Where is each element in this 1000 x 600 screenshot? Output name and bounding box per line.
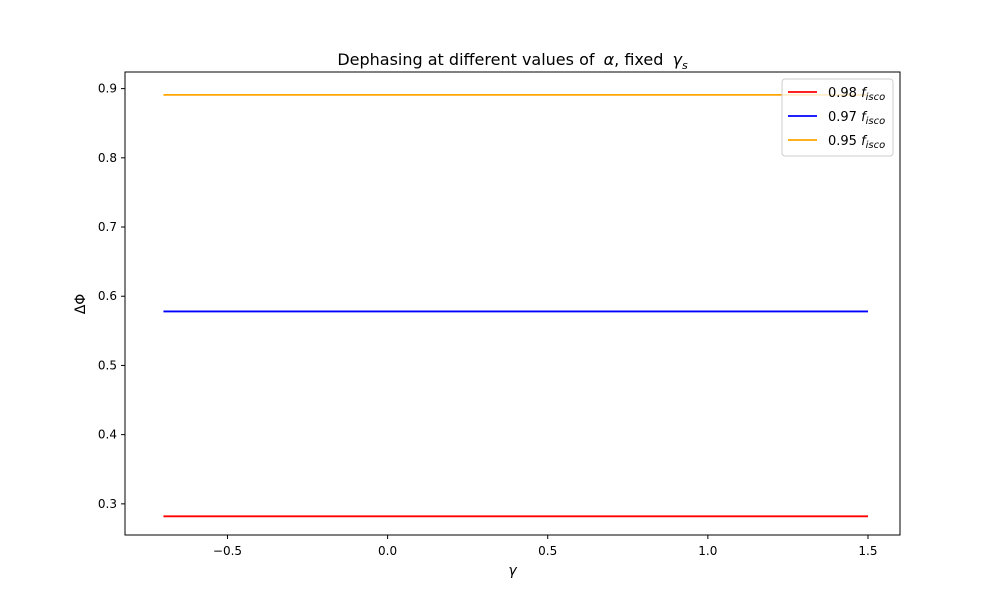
y-tick-label: 0.3 [98, 497, 117, 511]
title-subscript: s [682, 59, 688, 72]
x-tick-label: −0.5 [213, 544, 242, 558]
x-tick-label: 0.5 [538, 544, 557, 558]
y-tick-label: 0.7 [98, 220, 117, 234]
y-tick-label: 0.4 [98, 428, 117, 442]
x-tick-label: 1.0 [698, 544, 717, 558]
title-text: Dephasing at different values of [337, 50, 595, 69]
chart-title: Dephasing at different values of α, fixe… [337, 50, 688, 72]
x-tick-label: 1.5 [858, 544, 877, 558]
y-axis-label: ΔΦ [73, 294, 89, 315]
y-axis-ticks: 0.3 0.4 0.5 0.6 0.7 0.8 0.9 [98, 82, 125, 511]
series-lines [163, 95, 868, 516]
y-tick-label: 0.5 [98, 358, 117, 372]
x-axis-ticks: −0.5 0.0 0.5 1.0 1.5 [213, 535, 878, 558]
y-tick-label: 0.6 [98, 289, 117, 303]
y-tick-label: 0.9 [98, 82, 117, 96]
title-alpha: α [604, 50, 615, 69]
y-tick-label: 0.8 [98, 151, 117, 165]
title-middle: , fixed [614, 50, 663, 69]
x-axis-label: γ [508, 563, 517, 579]
x-tick-label: 0.0 [378, 544, 397, 558]
